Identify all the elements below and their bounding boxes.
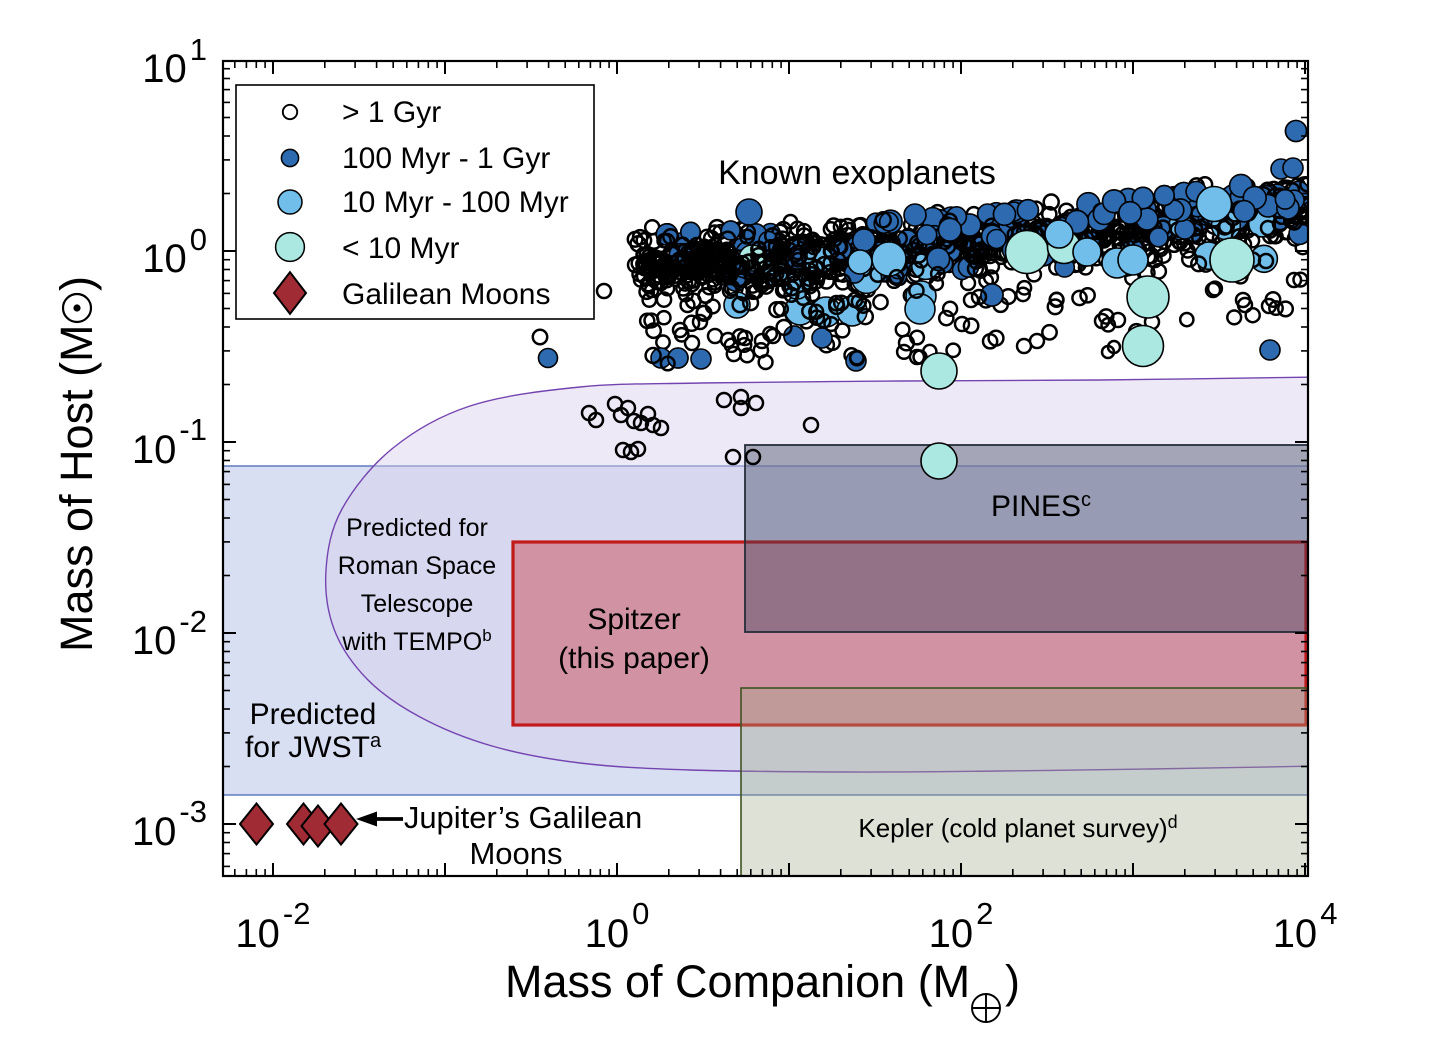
svg-text:-2: -2 xyxy=(283,896,311,931)
svg-text:100 Myr - 1 Gyr: 100 Myr - 1 Gyr xyxy=(342,142,550,175)
svg-text:10: 10 xyxy=(235,912,280,956)
svg-text:4: 4 xyxy=(1320,896,1337,931)
svg-text:-2: -2 xyxy=(179,604,207,639)
svg-text:Mass of Host (M: Mass of Host (M xyxy=(51,324,102,652)
svg-text:10: 10 xyxy=(142,47,187,91)
svg-text:Predicted for: Predicted for xyxy=(346,514,488,542)
svg-text:10: 10 xyxy=(132,810,177,854)
svg-text:Spitzer: Spitzer xyxy=(587,603,680,636)
svg-text:10: 10 xyxy=(132,428,177,472)
svg-text:0: 0 xyxy=(190,222,207,257)
svg-text:10 Myr - 100 Myr: 10 Myr - 100 Myr xyxy=(342,186,569,219)
svg-text:> 1 Gyr: > 1 Gyr xyxy=(342,96,441,129)
svg-text:): ) xyxy=(51,276,102,291)
svg-text:0: 0 xyxy=(632,896,649,931)
svg-text:Known exoplanets: Known exoplanets xyxy=(718,154,996,192)
svg-text:Telescope: Telescope xyxy=(361,590,474,618)
svg-text:Jupiter’s Galilean: Jupiter’s Galilean xyxy=(404,800,642,835)
svg-text:Kepler (cold planet survey)d: Kepler (cold planet survey)d xyxy=(858,812,1177,843)
svg-text:for JWSTa: for JWSTa xyxy=(245,730,382,764)
svg-text:Mass of Companion (M: Mass of Companion (M xyxy=(505,956,970,1007)
svg-text:Galilean Moons: Galilean Moons xyxy=(342,278,550,311)
svg-text:-1: -1 xyxy=(179,412,207,447)
svg-text:PINESc: PINESc xyxy=(991,489,1091,523)
svg-text:Predicted: Predicted xyxy=(250,698,377,731)
svg-text:10: 10 xyxy=(929,912,974,956)
svg-text:< 10 Myr: < 10 Myr xyxy=(342,232,460,265)
svg-text:Roman Space: Roman Space xyxy=(338,552,496,580)
svg-text:Moons: Moons xyxy=(469,836,562,871)
svg-text:10: 10 xyxy=(132,619,177,663)
svg-text:1: 1 xyxy=(190,32,207,67)
svg-text:(this paper): (this paper) xyxy=(558,642,710,675)
svg-text:2: 2 xyxy=(976,896,993,931)
svg-text:): ) xyxy=(1005,956,1020,1007)
svg-text:10: 10 xyxy=(142,237,187,281)
svg-text:with TEMPOb: with TEMPOb xyxy=(341,626,491,656)
svg-text:-3: -3 xyxy=(179,794,207,829)
svg-text:10: 10 xyxy=(1273,912,1318,956)
svg-text:10: 10 xyxy=(585,912,630,956)
